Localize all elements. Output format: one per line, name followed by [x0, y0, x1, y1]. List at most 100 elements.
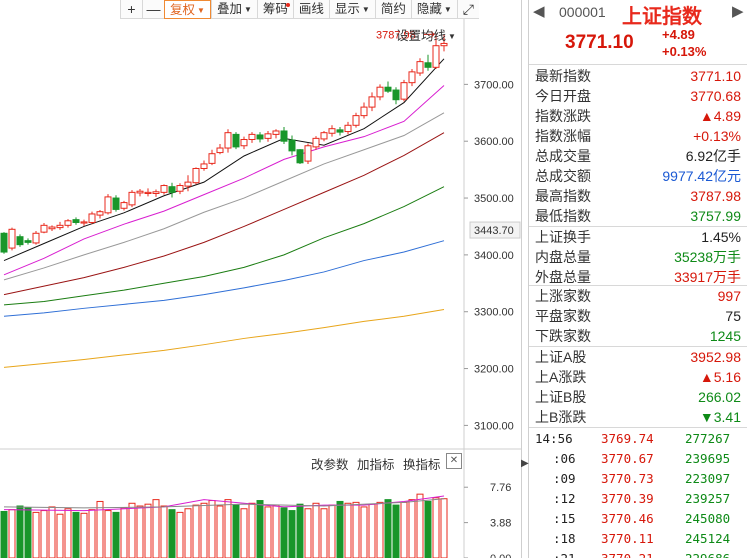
tick-time: :06: [553, 451, 576, 466]
prev-arrow-icon[interactable]: ◀: [533, 3, 545, 20]
zoom-in-button[interactable]: +: [120, 0, 142, 19]
close-icon[interactable]: ✕: [446, 453, 462, 469]
ma-line-ma60: [3, 186, 445, 306]
volume-bar: [208, 500, 216, 558]
volume-bar: [344, 502, 352, 558]
vol-tick-label: 3.88: [490, 518, 511, 530]
tick-price: 3770.39: [601, 491, 654, 506]
y-tick-label: 3200.00: [474, 364, 514, 376]
volume-bar: [424, 500, 432, 558]
vol-tick-label: 7.76: [490, 482, 511, 494]
candle-body: [320, 132, 328, 140]
volume-bar: [336, 500, 344, 558]
panel-divider: [521, 0, 522, 558]
quote-row: 总成交额 9977.42亿元: [535, 166, 741, 186]
volume-bar: [272, 504, 280, 558]
add-indicator-button[interactable]: 加指标: [357, 458, 395, 472]
volume-bar: [120, 507, 128, 558]
tick-time: :12: [553, 491, 576, 506]
tick-volume: 277267: [685, 431, 731, 446]
candle-body: [200, 163, 208, 169]
quote-row: 今日开盘 3770.68: [535, 86, 741, 106]
candle-body: [8, 228, 16, 249]
volume-bar: [280, 507, 288, 558]
hide-label: 隐藏: [416, 2, 442, 16]
quote-label: 总成交量: [535, 148, 591, 164]
volume-bar: [368, 503, 376, 558]
y-tick-label: 3100.00: [474, 420, 514, 432]
quote-row: 内盘总量 35238万手: [535, 247, 741, 267]
chips-button[interactable]: 筹码: [256, 0, 293, 19]
candle-body: [56, 224, 64, 229]
candle-body: [368, 96, 376, 108]
fuquan-dropdown[interactable]: 复权 ▼: [164, 0, 211, 19]
tick-price: 3770.73: [601, 471, 654, 486]
volume-bar: [400, 501, 408, 558]
y-tick-label: 3300.00: [474, 307, 514, 319]
quote-label: 上证B股: [535, 389, 587, 405]
quote-value: 1245: [709, 328, 741, 344]
high-arrow-head-icon: [430, 31, 435, 38]
quote-value: 3952.98: [690, 349, 741, 365]
quote-label: 外盘总量: [535, 269, 591, 285]
fuquan-label: 复权: [170, 3, 196, 17]
switch-indicator-button[interactable]: 换指标: [403, 458, 441, 472]
quote-value: 3757.99: [690, 208, 741, 224]
ma-line-ma10: [3, 85, 445, 276]
tick-time: :18: [553, 531, 576, 546]
zoom-out-button[interactable]: —: [142, 0, 164, 19]
volume-bar: [240, 508, 248, 558]
collapse-handle-icon[interactable]: ▶: [521, 458, 529, 469]
tick-price: 3770.67: [601, 451, 654, 466]
next-arrow-icon[interactable]: ▶: [732, 3, 744, 20]
candle-body: [232, 133, 240, 148]
quote-row: 外盘总量 33917万手: [535, 267, 741, 287]
tick-row: :21 3770.21 229686: [529, 549, 741, 558]
quote-label: 上A涨跌: [535, 369, 587, 385]
quote-row: 上B涨跌 ▼3.41: [535, 407, 741, 427]
tick-time: :09: [553, 471, 576, 486]
overlay-dropdown[interactable]: 叠加 ▼: [210, 0, 257, 19]
candle-body: [336, 129, 344, 133]
candle-body: [240, 138, 248, 147]
ma-settings-button[interactable]: 设置均线 ▼: [396, 25, 456, 44]
volume-bar: [0, 510, 8, 558]
candle-body: [64, 220, 72, 226]
volume-bar: [352, 501, 360, 558]
tick-price: 3770.46: [601, 511, 654, 526]
tick-row: :12 3770.39 239257: [529, 489, 741, 509]
chart-toolbar: + — 复权 ▼ 叠加 ▼ 筹码 画线 显示 ▼ 简约 隐藏 ▼ ⤢: [120, 0, 479, 19]
volume-bar: [296, 503, 304, 558]
volume-bar: [72, 511, 80, 558]
candle-body: [344, 124, 352, 133]
draw-line-button[interactable]: 画线: [292, 0, 329, 19]
volume-bar: [184, 508, 192, 558]
quote-row: 最高指数 3787.98: [535, 186, 741, 206]
display-dropdown[interactable]: 显示 ▼: [328, 0, 375, 19]
candle-body: [296, 149, 304, 164]
kline-chart[interactable]: 3700.00 3600.00 3500.00 3400.00 3300.00 3200.…: [0, 0, 528, 558]
volume-bar: [64, 508, 72, 558]
volume-bar: [304, 508, 312, 558]
quote-label: 上证换手: [535, 229, 591, 245]
quote-label: 最低指数: [535, 208, 591, 224]
stock-name: 上证指数: [622, 6, 702, 28]
hide-dropdown[interactable]: 隐藏 ▼: [410, 0, 457, 19]
volume-bar: [48, 506, 56, 558]
quote-label: 最高指数: [535, 188, 591, 204]
change-params-button[interactable]: 改参数: [311, 458, 349, 472]
candle-body: [264, 133, 272, 139]
quote-label: 最新指数: [535, 68, 591, 84]
volume-bar: [24, 507, 32, 558]
fullscreen-icon[interactable]: ⤢: [456, 0, 479, 19]
volume-bar: [216, 505, 224, 558]
volume-bar: [232, 504, 240, 558]
volume-bar: [360, 506, 368, 558]
volume-bar: [176, 511, 184, 558]
candle-body: [0, 232, 8, 253]
ma-line-ma120: [3, 240, 445, 317]
y-tick-label: 3600.00: [474, 136, 514, 148]
simple-mode-button[interactable]: 简约: [374, 0, 411, 19]
price-change-pct: +0.13%: [662, 44, 707, 59]
volume-bar: [128, 502, 136, 558]
